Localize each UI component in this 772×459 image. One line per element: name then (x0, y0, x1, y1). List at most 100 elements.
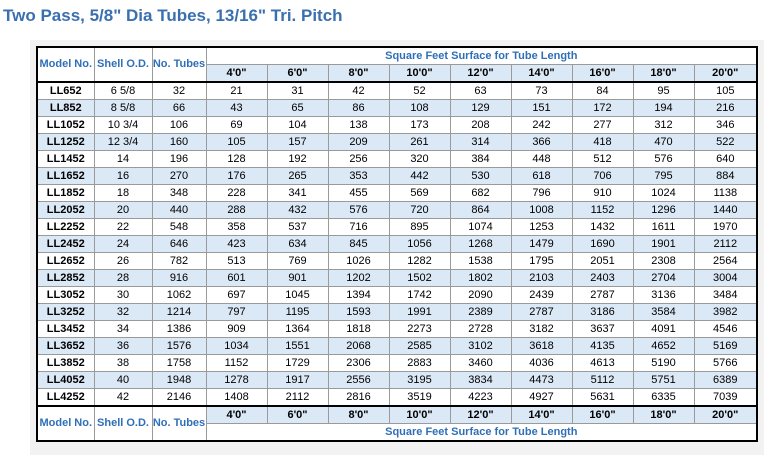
shell-od-cell: 18 (93, 184, 153, 202)
surface-cell: 1538 (449, 252, 512, 270)
bottom-length-header: 6'0" (266, 405, 329, 424)
surface-cell: 3519 (388, 388, 451, 407)
tubes-cell: 1386 (151, 320, 207, 338)
table-row: LL2652 26 782 513 769 1026 1282 1538 1795 2051 230… (36, 252, 758, 270)
surface-cell: 256 (327, 150, 390, 168)
surface-cell: 522 (693, 133, 758, 151)
table-row: LL1452 14 196 128 192 256 320 384 448 512 576 640 (36, 150, 758, 168)
surface-cell: 895 (388, 218, 451, 236)
tubes-cell: 1576 (151, 337, 207, 355)
surface-cell: 1026 (327, 252, 390, 270)
surface-cell: 2112 (693, 235, 758, 253)
surface-cell: 3182 (510, 320, 573, 338)
surface-cell: 2306 (327, 354, 390, 372)
shell-od-cell: 24 (93, 235, 153, 253)
surface-cell: 1551 (266, 337, 329, 355)
shell-od-cell: 28 (93, 269, 153, 287)
surface-cell: 716 (327, 218, 390, 236)
surface-cell: 2403 (571, 269, 634, 287)
top-length-header: 12'0" (449, 64, 512, 83)
surface-cell: 6389 (693, 371, 758, 389)
footer-model-no: Model No. (36, 405, 95, 442)
surface-cell: 1282 (388, 252, 451, 270)
tubes-cell: 32 (151, 81, 207, 100)
surface-cell: 95 (632, 81, 695, 100)
table-row: LL1052 10 3/4 106 69 104 138 173 208 242 277 312 34… (36, 116, 758, 134)
surface-cell: 5190 (632, 354, 695, 372)
tube-surface-table: Model No. Shell O.D. No. Tubes Square Fe… (36, 46, 759, 442)
table-row: LL4252 42 2146 1408 2112 2816 3519 4223 4927 5631… (36, 388, 758, 407)
surface-cell: 2389 (449, 303, 512, 321)
surface-cell: 720 (388, 201, 451, 219)
model-cell: LL3452 (36, 320, 95, 338)
surface-cell: 442 (388, 167, 451, 185)
surface-cell: 358 (205, 218, 268, 236)
surface-cell: 2816 (327, 388, 390, 407)
surface-cell: 261 (388, 133, 451, 151)
table-row: LL1252 12 3/4 160 105 157 209 261 314 366 418 470 5… (36, 133, 758, 151)
surface-cell: 208 (449, 116, 512, 134)
surface-cell: 209 (327, 133, 390, 151)
tubes-cell: 548 (151, 218, 207, 236)
tubes-cell: 916 (151, 269, 207, 287)
surface-cell: 432 (266, 201, 329, 219)
surface-cell: 4223 (449, 388, 512, 407)
surface-cell: 3136 (632, 286, 695, 304)
tubes-cell: 440 (151, 201, 207, 219)
surface-cell: 151 (510, 99, 573, 117)
surface-cell: 618 (510, 167, 573, 185)
surface-cell: 216 (693, 99, 758, 117)
tubes-cell: 196 (151, 150, 207, 168)
table-row: LL2852 28 916 601 901 1202 1502 1802 2103 2403 270… (36, 269, 758, 287)
surface-cell: 1268 (449, 235, 512, 253)
model-cell: LL3052 (36, 286, 95, 304)
surface-cell: 569 (388, 184, 451, 202)
surface-cell: 2090 (449, 286, 512, 304)
surface-cell: 105 (693, 81, 758, 100)
surface-cell: 1802 (449, 269, 512, 287)
surface-cell: 2112 (266, 388, 329, 407)
model-cell: LL652 (36, 81, 95, 100)
tubes-cell: 646 (151, 235, 207, 253)
surface-cell: 3102 (449, 337, 512, 355)
surface-cell: 138 (327, 116, 390, 134)
bottom-length-header: 14'0" (510, 405, 573, 424)
surface-cell: 2787 (510, 303, 573, 321)
surface-cell: 1408 (205, 388, 268, 407)
surface-cell: 73 (510, 81, 573, 100)
tubes-cell: 2146 (151, 388, 207, 407)
model-cell: LL2052 (36, 201, 95, 219)
surface-cell: 366 (510, 133, 573, 151)
header-shell-od: Shell O.D. (93, 46, 153, 83)
bottom-length-header: 18'0" (632, 405, 695, 424)
tubes-cell: 1758 (151, 354, 207, 372)
surface-cell: 3584 (632, 303, 695, 321)
surface-cell: 1195 (266, 303, 329, 321)
surface-cell: 4135 (571, 337, 634, 355)
surface-cell: 1991 (388, 303, 451, 321)
surface-cell: 4546 (693, 320, 758, 338)
surface-cell: 1593 (327, 303, 390, 321)
surface-cell: 277 (571, 116, 634, 134)
surface-cell: 4652 (632, 337, 695, 355)
surface-cell: 2439 (510, 286, 573, 304)
surface-cell: 697 (205, 286, 268, 304)
bottom-length-header: 20'0" (693, 405, 758, 424)
surface-cell: 769 (266, 252, 329, 270)
surface-cell: 31 (266, 81, 329, 100)
model-cell: LL2252 (36, 218, 95, 236)
surface-cell: 1074 (449, 218, 512, 236)
surface-cell: 3834 (449, 371, 512, 389)
surface-cell: 1394 (327, 286, 390, 304)
surface-cell: 5751 (632, 371, 695, 389)
shell-od-cell: 22 (93, 218, 153, 236)
surface-cell: 634 (266, 235, 329, 253)
surface-cell: 2728 (449, 320, 512, 338)
surface-cell: 845 (327, 235, 390, 253)
top-length-header: 16'0" (571, 64, 634, 83)
surface-cell: 1024 (632, 184, 695, 202)
table-row: LL1652 16 270 176 265 353 442 530 618 706 795 884 (36, 167, 758, 185)
surface-cell: 884 (693, 167, 758, 185)
shell-od-cell: 10 3/4 (93, 116, 153, 134)
surface-cell: 3484 (693, 286, 758, 304)
